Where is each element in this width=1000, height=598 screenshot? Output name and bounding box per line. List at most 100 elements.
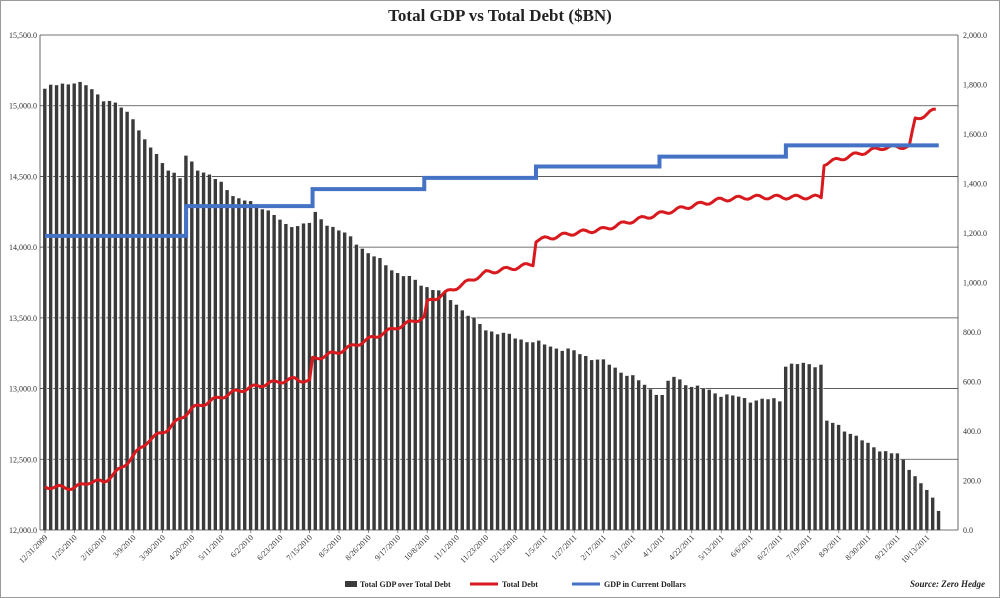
gdp-over-debt-bar [266,210,271,530]
gdp-over-debt-bar [542,344,547,530]
gdp-over-debt-bar [407,275,412,530]
bar-series [43,81,942,531]
gdp-over-debt-bar [472,317,477,530]
gdp-over-debt-bar [778,401,782,530]
x-tick-label: 7/15/2010 [285,533,314,562]
gdp-over-debt-bar [819,364,824,530]
gdp-over-debt-bar [648,389,653,530]
gdp-over-debt-bar [401,276,406,530]
gdp-over-debt-bar [442,292,447,530]
gdp-over-debt-bar [278,219,283,531]
gdp-over-debt-bar [607,364,612,530]
x-tick-label: 8/5/2010 [317,533,343,559]
x-tick-label: 1/25/2010 [50,533,79,562]
gdp-over-debt-bar [48,84,53,531]
x-tick-label: 6/6/2011 [729,533,755,559]
gdp-over-debt-bar [783,366,788,530]
gdp-over-debt-bar [572,350,577,530]
gdp-over-debt-bar [154,154,159,530]
gdp-over-debt-bar [642,384,647,530]
gdp-over-debt-bar [413,279,418,530]
gdp-over-debt-bar [254,204,259,530]
x-tick-label: 7/19/2011 [785,533,814,562]
gdp-over-debt-bar [825,420,829,530]
gdp-over-debt-bar [460,310,465,530]
x-tick-label: 12/31/2009 [17,533,49,565]
gdp-over-debt-bar [419,285,424,530]
gdp-over-debt-bar [660,394,665,530]
gdp-over-debt-bar [736,396,741,530]
total-debt-line [44,107,936,492]
gdp-over-debt-bar [772,398,777,530]
gdp-over-debt-bar [731,395,735,530]
gdp-over-debt-bar [678,379,682,530]
gdp-over-debt-bar [754,400,759,530]
gdp-over-debt-bar [695,385,700,530]
gdp-over-debt-bar [495,334,500,530]
x-tick-label: 10/13/2011 [899,533,931,565]
right-tick-label: 800.0 [963,328,981,337]
gdp-over-debt-bar [625,375,630,530]
gdp-over-debt-bar [248,201,253,530]
gdp-over-debt-bar [437,290,441,530]
x-tick-label: 2/16/2010 [79,533,108,562]
gdp-over-debt-bar [907,469,912,530]
gdp-over-debt-bar [589,360,594,530]
legend-label-gdp-current: GDP in Current Dollars [604,580,686,589]
gdp-over-debt-bar [66,84,71,530]
gdp-over-debt-bar [654,394,659,530]
gdp-over-debt-bar [578,354,582,530]
gdp-over-debt-bar [119,107,124,530]
left-tick-label: 13,000.0 [9,385,37,394]
gdp-over-debt-bar [348,236,353,530]
x-tick-label: 5/11/2010 [197,533,226,562]
gdp-over-debt-bar [719,396,724,530]
gdp-over-debt-bar [431,290,435,530]
gdp-over-debt-bar [666,380,671,530]
right-tick-label: 1,800.0 [963,81,987,90]
x-tick-label: 10/8/2010 [402,533,431,562]
gdp-over-debt-bar [284,223,288,530]
gdp-over-debt-bar [184,155,189,530]
gdp-over-debt-bar [319,219,324,530]
gdp-over-debt-bar [525,342,530,530]
gdp-over-debt-bar [454,304,459,530]
gdp-over-debt-bar [195,170,200,531]
legend: Total GDP over Total Debt Total Debt GDP… [345,580,686,589]
gdp-over-debt-bar [272,215,277,530]
gdp-over-debt-bar [501,332,506,530]
gdp-over-debt-bar [237,198,241,531]
gdp-over-debt-bar [43,88,47,530]
right-tick-label: 1,000.0 [963,279,987,288]
gdp-over-debt-bar [96,94,100,530]
gdp-over-debt-bar [337,230,341,530]
gdp-over-debt-bar [54,85,59,531]
gdp-over-debt-bar [342,232,347,530]
x-tick-label: 8/30/2011 [844,533,873,562]
gdp-over-debt-bar [554,348,559,530]
gdp-over-debt-bar [84,85,89,530]
gdp-over-debt-bar [148,147,153,530]
x-tick-label: 5/13/2011 [697,533,726,562]
gdp-over-debt-bar [372,256,377,530]
x-tick-label: 1/27/2011 [550,533,579,562]
gdp-over-debt-bar [90,89,94,531]
gdp-over-debt-bar [742,398,747,530]
gdp-over-debt-bar [513,338,518,530]
gdp-over-debt-bar [766,399,771,530]
gdp-over-debt-bar [466,315,471,530]
gdp-over-debt-bar [143,139,147,530]
gdp-over-debt-bar [325,225,330,530]
gdp-over-debt-bar [366,253,371,530]
x-tick-label: 4/20/2010 [167,533,196,562]
gdp-over-debt-bar [795,364,800,530]
gdp-over-debt-bar [725,394,729,530]
gdp-over-debt-bar [631,375,635,530]
gdp-over-debt-bar [190,161,194,530]
right-tick-label: 600.0 [963,378,981,387]
gdp-over-debt-bar [889,453,894,530]
gdp-over-debt-bar [213,178,218,530]
gdp-over-debt-bar [713,393,718,530]
gdp-over-debt-bar [619,372,624,530]
gdp-over-debt-bar [831,422,835,530]
